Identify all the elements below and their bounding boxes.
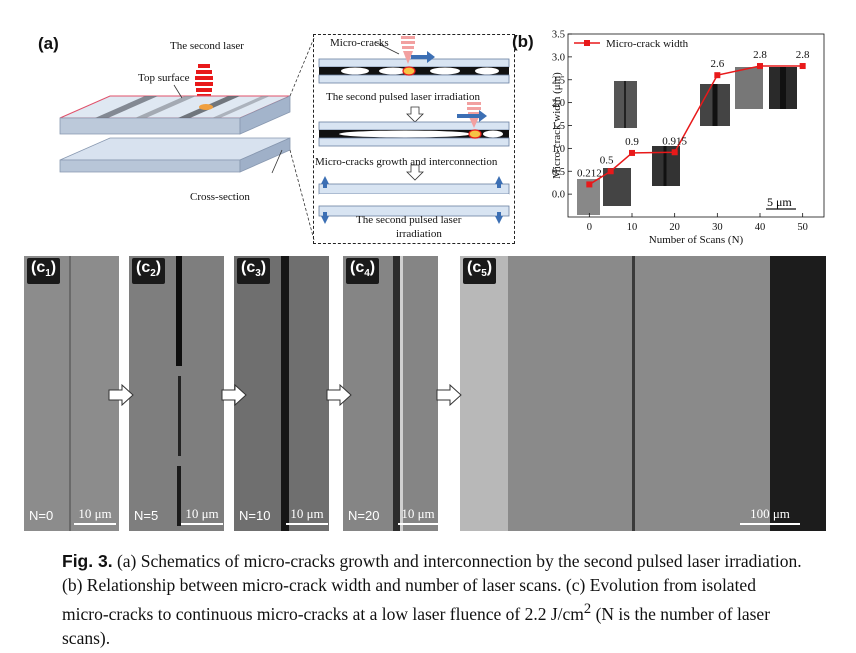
scale-bar-c5: 100 μm — [740, 506, 800, 525]
scale-bar-c4: 10 μm — [398, 506, 438, 525]
caption-text: (a) Schematics of micro-cracks growth an… — [62, 551, 802, 624]
data-label: 2.6 — [710, 58, 724, 70]
sem-label-c4: (c4) — [346, 258, 380, 285]
scan-count-c4: N=20 — [348, 508, 380, 523]
y-tick-label: 2.0 — [552, 98, 565, 109]
caption-text-end: (N is the number of laser scans). — [62, 603, 771, 648]
inset-step3-label-1: The second pulsed laser — [356, 214, 462, 226]
x-tick-label: 0 — [587, 222, 592, 233]
panel-b-label: (b) — [512, 32, 534, 51]
data-point — [629, 149, 635, 156]
y-tick-label: 2.5 — [552, 75, 565, 86]
arrow-right-icon — [436, 384, 462, 406]
y-tick-label: 0.5 — [552, 167, 565, 178]
inset-step1-label: The second pulsed laser irradiation — [326, 91, 480, 103]
x-axis-label: Number of Scans (N) — [649, 234, 744, 246]
sem-label-c1: (c1) — [27, 258, 61, 285]
data-label: 0.915 — [662, 135, 687, 147]
top-surface-label: Top surface — [138, 72, 190, 84]
legend-marker — [584, 40, 590, 46]
sem-image-c2: (c2) N=5 10 μm — [129, 256, 224, 531]
scale-bar-c3: 10 μm — [286, 506, 328, 525]
scan-count-c1: N=0 — [29, 508, 54, 523]
sem-label-c3: (c3) — [237, 258, 271, 285]
sem-label-c2: (c2) — [132, 258, 166, 285]
y-tick-label: 1.5 — [552, 121, 565, 132]
inset-step2-label: Micro-cracks growth and interconnection — [315, 156, 498, 168]
data-point — [586, 181, 593, 188]
data-label: 2.8 — [753, 49, 767, 61]
y-axis-label: Micro-crack width (μm) — [551, 72, 563, 179]
inset-sem-6 — [735, 67, 763, 109]
sem-image-c1: (c1) N=0 10 μm — [24, 256, 119, 531]
step1-cross-section — [318, 36, 510, 84]
step3-cross-section — [318, 176, 510, 224]
data-label: 2.8 — [796, 49, 810, 61]
mechanism-inset — [313, 34, 515, 244]
inset-sem-1 — [577, 179, 600, 215]
data-label: 0.5 — [600, 154, 614, 166]
y-tick-label: 3.0 — [552, 52, 565, 63]
inset-step3-label-2: irradiation — [396, 228, 442, 240]
data-label: 0.9 — [625, 136, 639, 148]
scale-bar-c1: 10 μm — [74, 506, 116, 525]
caption-fig-number: Fig. 3. — [62, 551, 113, 571]
sem-image-c5: (c5) 100 μm — [460, 256, 826, 531]
width-vs-scans-chart: 5 μm 0.0 0.5 1.0 1.5 2.0 2.5 3.0 3.5 0 10 20 30 40 50… — [551, 30, 825, 246]
x-tick-label: 50 — [797, 222, 808, 233]
data-point — [714, 72, 721, 79]
x-tick-label: 10 — [627, 222, 638, 233]
data-point — [799, 63, 806, 70]
arrow-right-icon — [221, 384, 247, 406]
y-tick-label: 3.5 — [552, 30, 565, 41]
arrow-right-icon — [108, 384, 134, 406]
data-label: 0.212 — [577, 167, 602, 179]
step2-cross-section — [318, 102, 510, 147]
laser-icon-2 — [467, 102, 481, 128]
sem-image-c4: (c4) N=20 10 μm — [343, 256, 438, 531]
inset-scale-text: 5 μm — [767, 195, 792, 209]
panel-a-label: (a) — [38, 34, 59, 53]
laser-label: The second laser — [170, 40, 244, 52]
scale-bar-c2: 10 μm — [181, 506, 223, 525]
y-tick-label: 0.0 — [552, 190, 565, 201]
data-point — [671, 149, 678, 156]
sem-image-c3: (c3) N=10 10 μm — [234, 256, 329, 531]
panel-a-schematic — [59, 37, 315, 241]
arrow-right-icon — [326, 384, 352, 406]
sem-label-c5: (c5) — [463, 258, 497, 285]
inset-sem-2 — [603, 168, 631, 206]
scan-count-c2: N=5 — [134, 508, 159, 523]
y-tick-label: 1.0 — [552, 144, 565, 155]
laser-icon-1 — [401, 36, 415, 64]
scan-count-c3: N=10 — [239, 508, 271, 523]
legend-label: Micro-crack width — [606, 38, 689, 50]
mechanism-diagram — [318, 36, 510, 224]
data-point — [607, 168, 614, 175]
inset-micro-cracks-label: Micro-cracks — [330, 37, 389, 49]
x-tick-label: 20 — [669, 222, 680, 233]
figure-caption: Fig. 3. (a) Schematics of micro-cracks g… — [62, 549, 802, 650]
caption-superscript: 2 — [583, 601, 592, 617]
x-tick-label: 30 — [712, 222, 723, 233]
data-point — [757, 63, 763, 70]
cross-section-label: Cross-section — [190, 191, 250, 203]
x-tick-label: 40 — [755, 222, 766, 233]
